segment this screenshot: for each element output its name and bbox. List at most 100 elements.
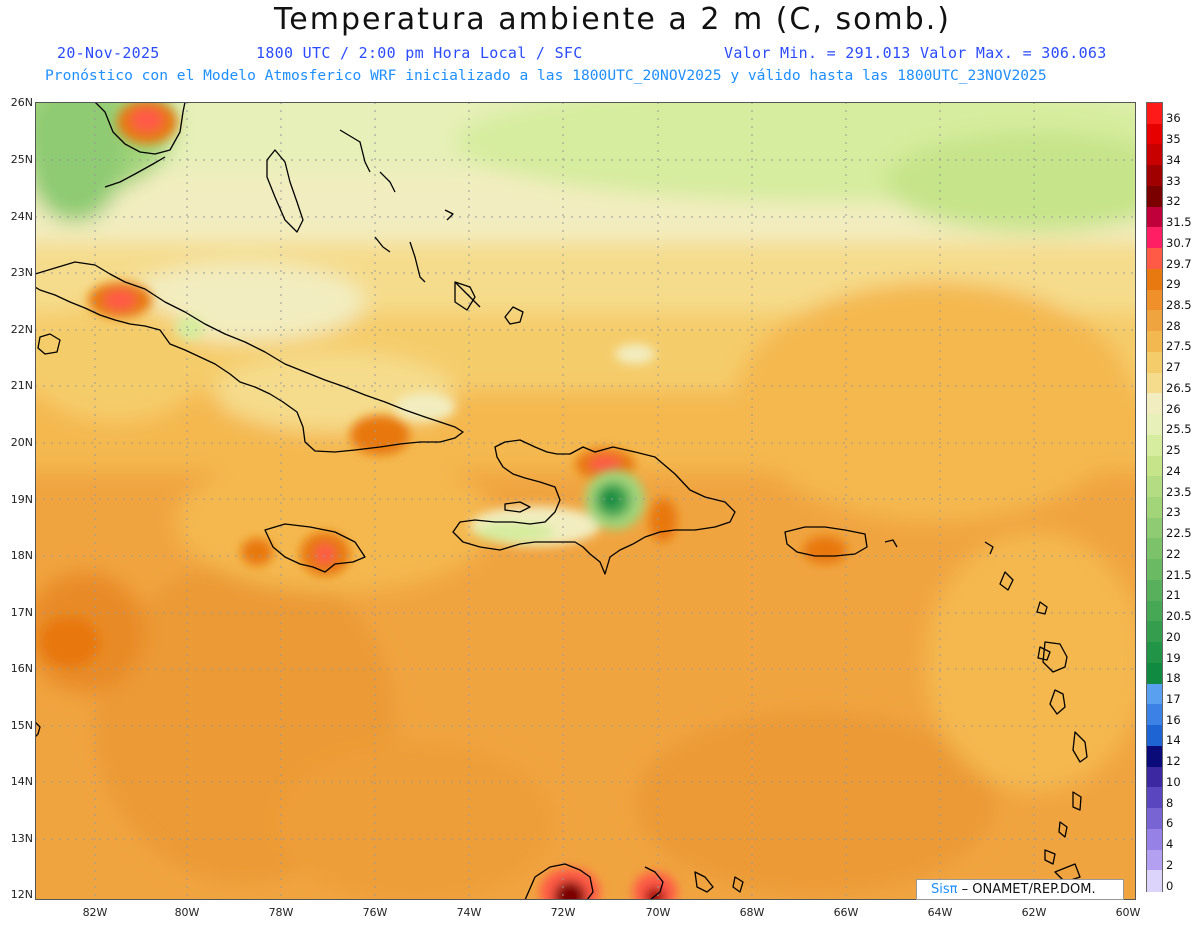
bahamas-1 xyxy=(339,129,371,173)
colorbar-segment xyxy=(1147,310,1162,332)
lon-label-78w: 78W xyxy=(268,906,294,919)
gonave xyxy=(504,501,531,513)
colorbar-segment xyxy=(1147,870,1162,892)
onamet-credit: – ONAMET/REP.DOM. xyxy=(957,882,1096,897)
colorbar-segment xyxy=(1147,745,1162,768)
colorbar-segment xyxy=(1147,331,1162,353)
colorbar-label: 22 xyxy=(1166,546,1181,561)
colorbar-label: 20 xyxy=(1166,629,1181,644)
lat-label-17n: 17N xyxy=(10,606,33,619)
lon-label-64w: 64W xyxy=(927,906,953,919)
andros xyxy=(266,149,304,233)
lat-label-15n: 15N xyxy=(10,719,33,732)
antilles-3 xyxy=(1036,601,1048,615)
colorbar-label: 24 xyxy=(1166,463,1181,478)
curacao xyxy=(694,871,714,893)
colorbar-segment xyxy=(1147,123,1162,146)
lat-label-14n: 14N xyxy=(10,775,33,788)
aruba-curacao xyxy=(644,866,664,900)
lat-label-18n: 18N xyxy=(10,549,33,562)
colorbar-segment xyxy=(1147,538,1162,560)
colorbar-label: 26.5 xyxy=(1166,380,1192,395)
bahamas-4 xyxy=(409,241,426,283)
honduras-cays xyxy=(35,721,41,738)
colorbar-segment xyxy=(1147,662,1162,685)
lat-label-26n: 26N xyxy=(10,96,33,109)
martinique xyxy=(1072,731,1088,763)
grenada xyxy=(1044,849,1056,865)
antilles-2 xyxy=(999,571,1014,591)
lat-label-19n: 19N xyxy=(10,493,33,506)
lon-label-82w: 82W xyxy=(82,906,108,919)
colorbar-label: 18 xyxy=(1166,671,1181,686)
colorbar-label: 14 xyxy=(1166,733,1181,748)
credit-box: Sisπ – ONAMET/REP.DOM. xyxy=(916,879,1124,900)
colorbar-label: 23.5 xyxy=(1166,484,1192,499)
isla-juventud xyxy=(37,333,61,355)
colorbar-segment xyxy=(1147,165,1162,187)
colorbar-segment xyxy=(1147,206,1162,228)
colorbar-segment xyxy=(1147,725,1162,747)
colorbar-label: 26 xyxy=(1166,401,1181,416)
colorbar-label: 27 xyxy=(1166,360,1181,375)
lat-label-24n: 24N xyxy=(10,210,33,223)
colorbar-segment xyxy=(1147,476,1162,498)
dominica xyxy=(1049,689,1066,715)
bahamas-6 xyxy=(454,281,481,308)
colorbar-label: 27.5 xyxy=(1166,339,1192,354)
colorbar-label: 25 xyxy=(1166,443,1181,458)
colorbar-label: 31.5 xyxy=(1166,215,1192,230)
colorbar-segment xyxy=(1147,787,1162,809)
colorbar-label: 6 xyxy=(1166,816,1174,831)
colorbar-label: 21.5 xyxy=(1166,567,1192,582)
jamaica xyxy=(264,523,366,573)
bahamas-5 xyxy=(444,209,454,221)
colorbar-segment xyxy=(1147,704,1162,726)
colorbar-segment xyxy=(1147,559,1162,581)
colorbar-segment xyxy=(1147,642,1162,664)
model-description: Pronóstico con el Modelo Atmosferico WRF… xyxy=(45,67,1047,84)
colorbar-segment xyxy=(1147,455,1162,477)
colorbar-segment xyxy=(1147,517,1162,540)
colorbar-segment xyxy=(1147,103,1162,125)
colorbar-label: 20.5 xyxy=(1166,609,1192,624)
sispi-logo-text: Sisπ xyxy=(931,882,958,897)
lon-label-60w: 60W xyxy=(1115,906,1141,919)
colorbar-label: 35 xyxy=(1166,132,1181,147)
cool-spots xyxy=(176,316,655,546)
antilles-1 xyxy=(984,541,994,555)
colorbar-segment xyxy=(1147,434,1162,457)
hispaniola xyxy=(452,439,736,575)
colorbar-segment xyxy=(1147,144,1162,166)
lon-label-80w: 80W xyxy=(174,906,200,919)
colorbar-label: 28.5 xyxy=(1166,298,1192,312)
st-lucia xyxy=(1072,791,1082,811)
colorbar-segment xyxy=(1147,766,1162,788)
colorbar-label: 4 xyxy=(1166,837,1174,852)
coastlines xyxy=(35,102,1088,900)
forecast-date: 20-Nov-2025 xyxy=(57,44,160,62)
lat-label-21n: 21N xyxy=(10,379,33,392)
temperature-map xyxy=(35,102,1136,900)
colorbar-segment xyxy=(1147,621,1162,643)
colorbar-segment xyxy=(1147,372,1162,394)
colorbar-label: 25.5 xyxy=(1166,422,1192,437)
inagua xyxy=(454,281,476,311)
colorbar-label: 28 xyxy=(1166,318,1181,333)
colorbar-label: 21 xyxy=(1166,588,1181,603)
colorbar-segment xyxy=(1147,579,1162,602)
florida-keys xyxy=(104,156,166,188)
virgin-islands xyxy=(884,539,898,548)
antilles-4 xyxy=(1037,646,1051,661)
colorbar-label: 22.5 xyxy=(1166,526,1192,541)
colorbar-label: 8 xyxy=(1166,795,1174,810)
lat-label-20n: 20N xyxy=(10,436,33,449)
colorbar-label: 32 xyxy=(1166,194,1181,209)
colorbar-label: 17 xyxy=(1166,692,1181,706)
colorbar-label: 30.7 xyxy=(1166,235,1192,250)
colorbar-label: 33 xyxy=(1166,173,1181,188)
lat-label-23n: 23N xyxy=(10,266,33,279)
venezuela-guajira xyxy=(524,863,594,900)
min-max-values: Valor Min. = 291.013 Valor Max. = 306.06… xyxy=(724,44,1107,62)
colorbar-segment xyxy=(1147,289,1162,311)
